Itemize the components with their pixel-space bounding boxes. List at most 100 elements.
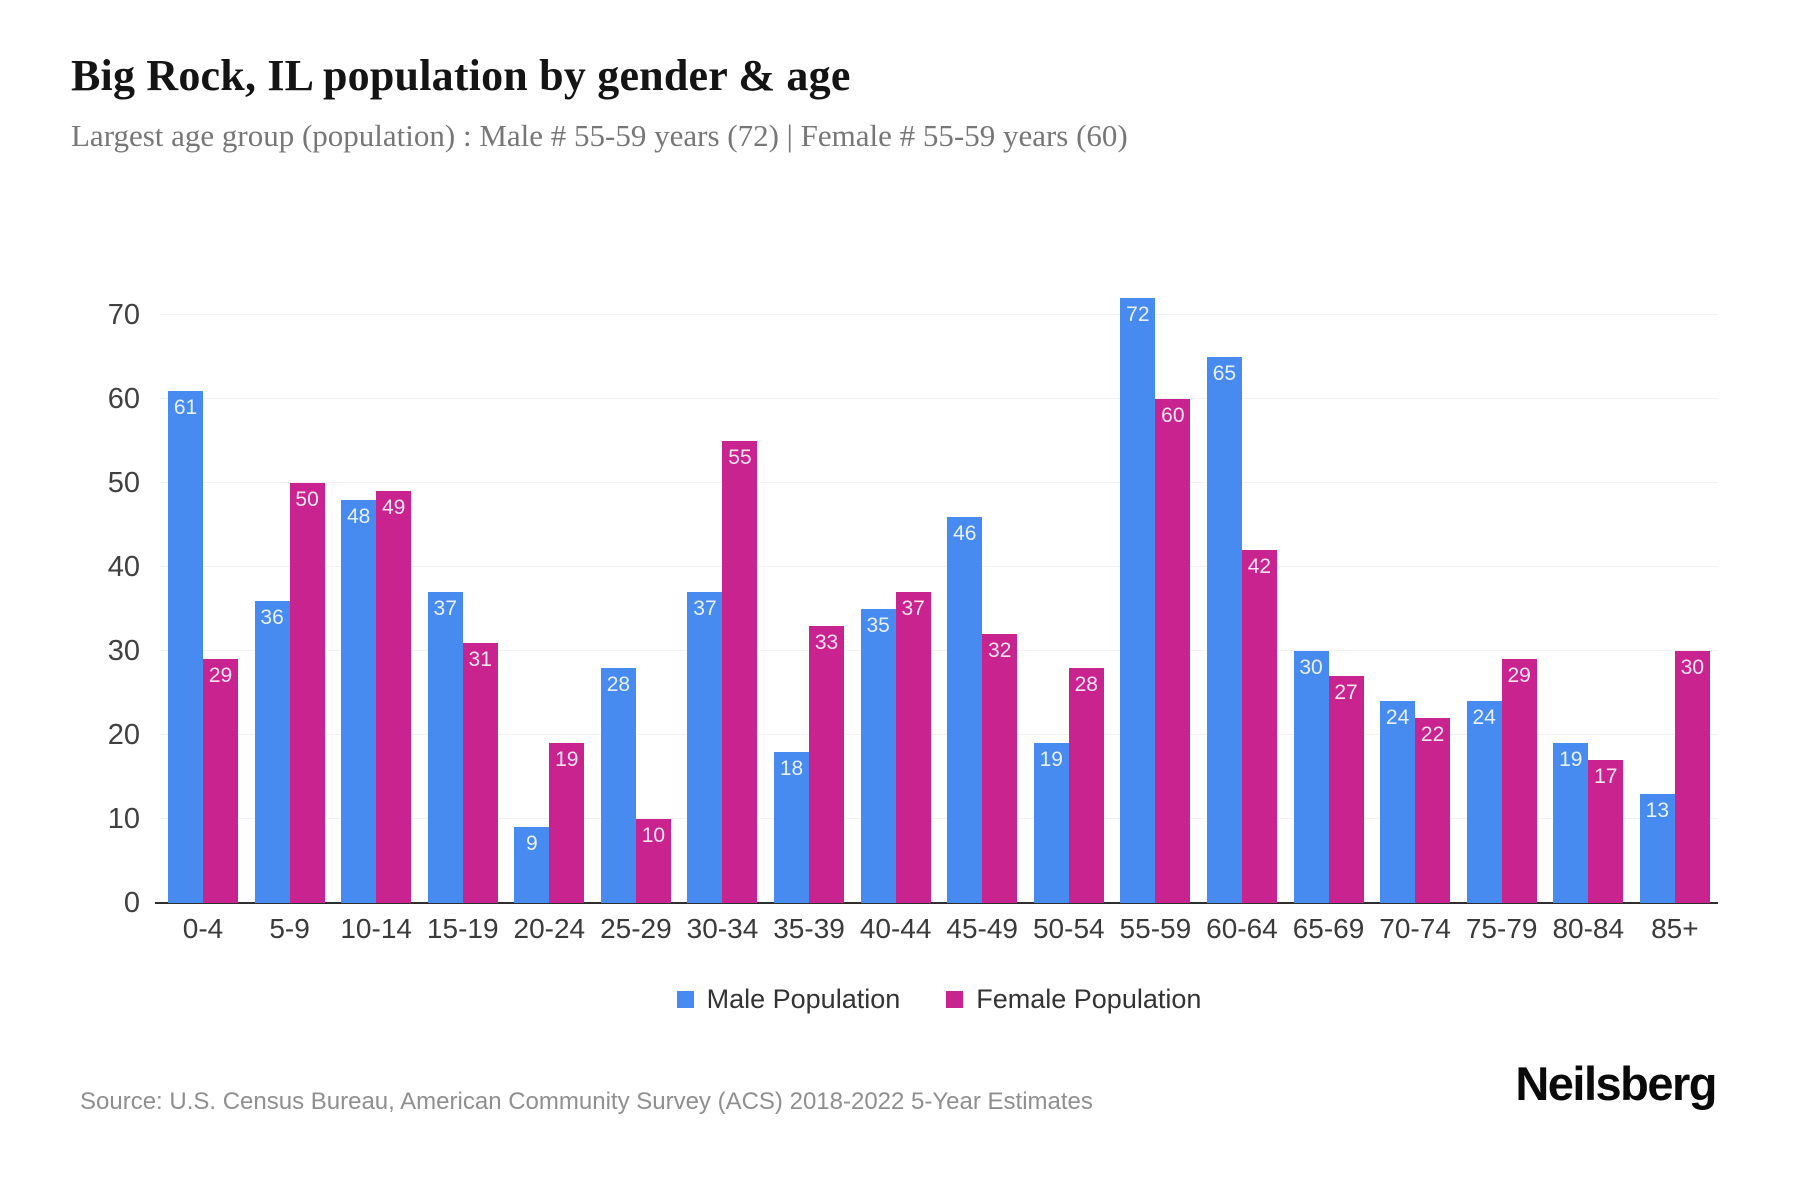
female-bar-50-54[interactable]: 28 <box>1068 667 1104 903</box>
bar-group-25-29: 28 10 25-29 <box>600 667 672 944</box>
female-bar-30-34[interactable]: 55 <box>722 441 758 903</box>
legend: Male Population Female Population <box>160 984 1718 1015</box>
male-bar-value-10-14: 48 <box>346 504 371 528</box>
male-bar-20-24[interactable]: 9 <box>514 827 550 903</box>
male-bar-55-59[interactable]: 72 <box>1120 298 1156 903</box>
female-bar-value-35-39: 33 <box>814 630 839 654</box>
female-bar-value-60-64: 42 <box>1247 555 1272 579</box>
x-label-5-9: 5-9 <box>269 913 310 944</box>
x-label-75-79: 75-79 <box>1465 913 1538 944</box>
gridline-50 <box>160 482 1718 483</box>
male-bar-50-54[interactable]: 19 <box>1033 743 1069 903</box>
source-text: Source: U.S. Census Bureau, American Com… <box>80 1088 1093 1115</box>
male-bar-value-40-44: 35 <box>866 614 890 637</box>
male-bar-value-0-4: 61 <box>173 395 198 419</box>
x-label-20-24: 20-24 <box>513 913 586 944</box>
female-bar-35-39[interactable]: 33 <box>809 625 845 903</box>
legend-label-female: Female Population <box>976 984 1202 1014</box>
male-bar-15-19[interactable]: 37 <box>427 592 463 903</box>
female-bar-10-14[interactable]: 49 <box>376 491 412 903</box>
female-bar-15-19[interactable]: 31 <box>462 642 498 903</box>
female-bar-20-24[interactable]: 19 <box>549 743 585 903</box>
male-bar-value-55-59: 72 <box>1126 303 1150 327</box>
male-bar-65-69[interactable]: 30 <box>1293 651 1329 903</box>
bar-group-45-49: 46 32 45-49 <box>946 516 1018 944</box>
x-label-30-34: 30-34 <box>686 913 759 944</box>
male-bar-25-29[interactable]: 28 <box>600 667 636 903</box>
male-bar-75-79[interactable]: 24 <box>1466 701 1502 903</box>
x-label-15-19: 15-19 <box>426 913 499 944</box>
bar-group-15-19: 37 31 15-19 <box>427 592 499 944</box>
y-tick-20: 20 <box>107 719 140 751</box>
female-bar-value-20-24: 19 <box>555 748 579 772</box>
gridline-10 <box>160 818 1718 819</box>
legend-item-male[interactable]: Male Population <box>676 984 900 1015</box>
y-tick-60: 60 <box>107 383 140 415</box>
x-label-25-29: 25-29 <box>600 913 672 944</box>
x-label-40-44: 40-44 <box>859 913 932 944</box>
female-bar-40-44[interactable]: 37 <box>895 592 931 903</box>
gridline-40 <box>160 566 1718 567</box>
bar-group-35-39: 18 33 35-39 <box>773 625 845 944</box>
bar-group-65-69: 30 27 65-69 <box>1293 651 1364 944</box>
female-bar-value-85+: 30 <box>1680 656 1704 679</box>
male-bar-value-45-49: 46 <box>953 521 977 545</box>
female-bar-65-69[interactable]: 27 <box>1328 676 1364 903</box>
male-bar-30-34[interactable]: 37 <box>687 592 723 903</box>
male-bar-10-14[interactable]: 48 <box>341 499 377 903</box>
female-bar-70-74[interactable]: 22 <box>1415 718 1451 903</box>
male-bar-40-44[interactable]: 35 <box>860 609 896 903</box>
x-label-85+: 85+ <box>1651 913 1699 944</box>
female-bar-75-79[interactable]: 29 <box>1501 659 1537 903</box>
x-label-50-54: 50-54 <box>1032 913 1105 944</box>
female-bar-value-30-34: 55 <box>728 446 752 469</box>
x-label-45-49: 45-49 <box>946 913 1019 944</box>
chart-subtitle: Largest age group (population) : Male # … <box>71 118 1128 153</box>
x-label-60-64: 60-64 <box>1206 913 1278 944</box>
male-bar-value-30-34: 37 <box>693 597 717 621</box>
gridline-30 <box>160 650 1718 651</box>
female-bar-5-9[interactable]: 50 <box>289 483 325 903</box>
male-bar-value-85+: 13 <box>1645 798 1669 822</box>
male-bar-80-84[interactable]: 19 <box>1553 743 1589 903</box>
male-bar-45-49[interactable]: 46 <box>947 516 983 903</box>
legend-item-female[interactable]: Female Population <box>946 984 1201 1015</box>
male-bar-value-25-29: 28 <box>606 672 631 696</box>
female-bar-45-49[interactable]: 32 <box>982 634 1018 903</box>
female-bar-0-4[interactable]: 29 <box>203 659 238 903</box>
male-bar-value-70-74: 24 <box>1385 706 1410 730</box>
female-bar-80-84[interactable]: 17 <box>1588 760 1624 903</box>
female-bar-55-59[interactable]: 60 <box>1155 399 1191 903</box>
male-bar-value-65-69: 30 <box>1299 656 1323 679</box>
x-label-65-69: 65-69 <box>1292 913 1365 944</box>
male-bar-value-20-24: 9 <box>525 832 538 856</box>
female-bar-value-15-19: 31 <box>468 647 492 671</box>
female-bar-value-40-44: 37 <box>901 597 925 621</box>
male-bar-35-39[interactable]: 18 <box>774 751 810 903</box>
female-bar-value-80-84: 17 <box>1594 765 1618 789</box>
female-bar-25-29[interactable]: 10 <box>635 819 671 903</box>
bar-group-20-24: 9 19 20-24 <box>514 743 585 944</box>
female-bar-85+[interactable]: 30 <box>1674 651 1710 903</box>
female-bar-value-65-69: 27 <box>1334 681 1358 705</box>
y-tick-40: 40 <box>107 551 140 583</box>
female-bar-value-75-79: 29 <box>1507 664 1531 688</box>
x-label-0-4: 0-4 <box>182 913 224 944</box>
bar-groups: 61 29 0-4 36 50 5-9 48 49 10-14 37 31 15-19 9 19 20-24… <box>160 298 1718 944</box>
female-bar-60-64[interactable]: 42 <box>1241 550 1277 903</box>
male-bar-60-64[interactable]: 65 <box>1206 357 1242 903</box>
male-bar-85+[interactable]: 13 <box>1639 793 1675 903</box>
bar-group-70-74: 24 22 70-74 <box>1379 701 1451 944</box>
male-bar-70-74[interactable]: 24 <box>1380 701 1416 903</box>
bar-group-5-9: 36 50 5-9 <box>254 483 325 944</box>
male-bar-5-9[interactable]: 36 <box>254 600 290 903</box>
male-bar-value-15-19: 37 <box>433 597 457 621</box>
x-axis-line <box>155 902 1718 904</box>
bar-group-30-34: 37 55 30-34 <box>687 441 758 944</box>
male-bar-value-75-79: 24 <box>1472 706 1496 730</box>
bar-group-75-79: 24 29 75-79 <box>1466 659 1537 944</box>
plot-area: 0 10 20 30 40 50 60 70 61 29 0-4 36 50 5-9 48 49 10-14 37… <box>108 263 1718 944</box>
female-bar-value-0-4: 29 <box>208 664 233 688</box>
male-bar-0-4[interactable]: 61 <box>168 390 203 903</box>
